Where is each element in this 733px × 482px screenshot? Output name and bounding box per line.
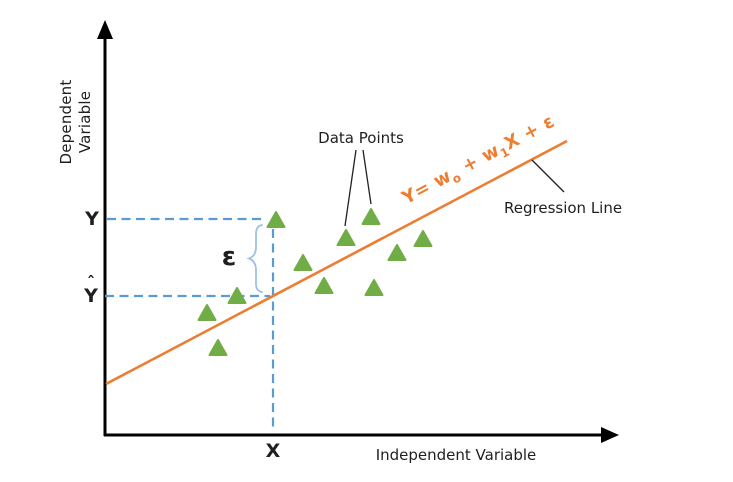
y-axis-label: Dependent Variable [57, 79, 94, 165]
y-axis-arrowhead-icon [97, 20, 113, 39]
x-value-marker: X [265, 440, 281, 462]
y-hat-letter: Y [84, 285, 98, 307]
data-point-triangle [227, 287, 247, 304]
data-point-triangle [266, 211, 286, 228]
data-points-callout-right [362, 149, 372, 205]
data-points-layer [197, 208, 433, 356]
regression-line [105, 139, 568, 386]
actual-y-marker: Y [85, 208, 99, 230]
data-point-triangle [314, 277, 334, 294]
data-point-triangle [293, 254, 313, 271]
x-axis-label: Independent Variable [375, 446, 537, 464]
data-point-triangle [361, 208, 381, 225]
x-axis-arrowhead-icon [601, 427, 619, 443]
regression-line-label: Regression Line [504, 199, 623, 217]
data-point-triangle [336, 229, 356, 246]
epsilon-error-marker: ε [221, 242, 237, 272]
data-points-callout-left [344, 149, 357, 227]
regression-line-callout [531, 159, 565, 193]
data-point-triangle [413, 230, 433, 247]
data-point-triangle [364, 279, 384, 296]
predicted-y-hat-marker: ˆ Y [79, 273, 103, 307]
data-point-triangle [208, 339, 228, 356]
error-brace [246, 224, 263, 293]
data-point-triangle [387, 244, 407, 261]
y-hat-circumflex: ˆ [87, 273, 95, 292]
data-point-triangle [197, 304, 217, 321]
data-points-label: Data Points [318, 129, 404, 147]
